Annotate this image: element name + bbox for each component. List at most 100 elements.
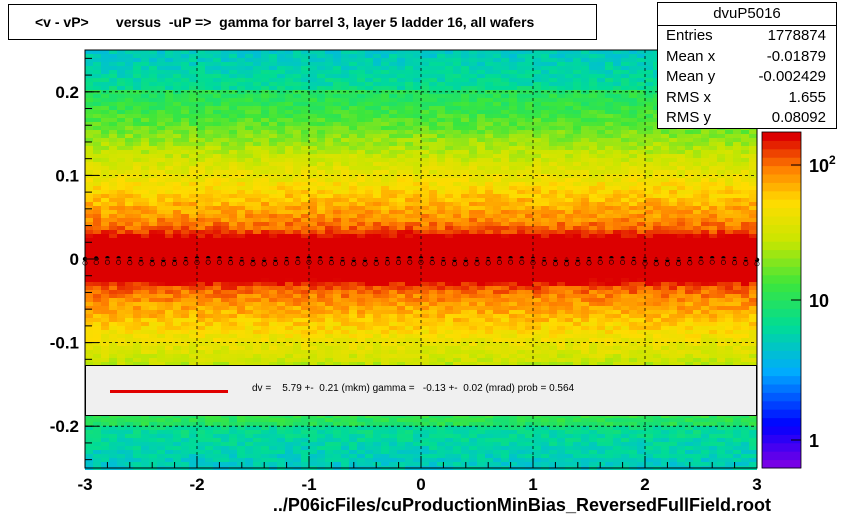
heatmap-cell <box>277 254 285 258</box>
heatmap-cell <box>85 442 93 446</box>
heatmap-cell <box>125 150 133 154</box>
heatmap-cell <box>453 242 461 246</box>
heatmap-cell <box>293 274 301 278</box>
heatmap-cell <box>269 434 277 438</box>
heatmap-cell <box>453 322 461 326</box>
heatmap-cell <box>229 358 237 362</box>
heatmap-cell <box>437 250 445 254</box>
heatmap-cell <box>397 238 405 242</box>
heatmap-cell <box>205 434 213 438</box>
heatmap-cell <box>229 54 237 58</box>
heatmap-cell <box>349 270 357 274</box>
heatmap-cell <box>373 162 381 166</box>
heatmap-cell <box>173 458 181 462</box>
heatmap-cell <box>253 86 261 90</box>
heatmap-cell <box>125 262 133 266</box>
heatmap-cell <box>413 198 421 202</box>
heatmap-cell <box>109 110 117 114</box>
heatmap-cell <box>317 210 325 214</box>
heatmap-cell <box>437 182 445 186</box>
heatmap-cell <box>349 358 357 362</box>
heatmap-cell <box>397 126 405 130</box>
heatmap-cell <box>221 338 229 342</box>
heatmap-cell <box>325 354 333 358</box>
heatmap-cell <box>109 330 117 334</box>
heatmap-cell <box>261 326 269 330</box>
heatmap-cell <box>405 106 413 110</box>
heatmap-cell <box>269 174 277 178</box>
heatmap-cell <box>429 234 437 238</box>
heatmap-cell <box>189 78 197 82</box>
heatmap-cell <box>437 334 445 338</box>
heatmap-cell <box>269 86 277 90</box>
heatmap-cell <box>93 450 101 454</box>
heatmap-cell <box>189 458 197 462</box>
heatmap-cell <box>245 286 253 290</box>
heatmap-cell <box>157 310 165 314</box>
heatmap-cell <box>373 298 381 302</box>
heatmap-cell <box>165 434 173 438</box>
heatmap-cell <box>445 174 453 178</box>
heatmap-cell <box>269 310 277 314</box>
heatmap-cell <box>429 270 437 274</box>
heatmap-cell <box>261 358 269 362</box>
heatmap-cell <box>269 334 277 338</box>
heatmap-cell <box>277 238 285 242</box>
heatmap-cell <box>357 138 365 142</box>
heatmap-cell <box>389 94 397 98</box>
heatmap-cell <box>229 118 237 122</box>
heatmap-cell <box>205 318 213 322</box>
heatmap-cell <box>397 342 405 346</box>
heatmap-cell <box>365 190 373 194</box>
heatmap-cell <box>117 266 125 270</box>
heatmap-cell <box>309 462 317 466</box>
heatmap-cell <box>237 434 245 438</box>
heatmap-cell <box>325 442 333 446</box>
heatmap-cell <box>373 274 381 278</box>
heatmap-cell <box>325 462 333 466</box>
heatmap-cell <box>101 234 109 238</box>
heatmap-cell <box>133 114 141 118</box>
heatmap-cell <box>373 418 381 422</box>
heatmap-cell <box>221 446 229 450</box>
heatmap-cell <box>365 222 373 226</box>
heatmap-cell <box>109 318 117 322</box>
heatmap-cell <box>245 86 253 90</box>
heatmap-cell <box>325 310 333 314</box>
heatmap-cell <box>381 74 389 78</box>
heatmap-cell <box>373 126 381 130</box>
heatmap-cell <box>413 246 421 250</box>
heatmap-cell <box>173 118 181 122</box>
heatmap-cell <box>405 214 413 218</box>
heatmap-cell <box>325 146 333 150</box>
heatmap-cell <box>389 458 397 462</box>
heatmap-cell <box>453 458 461 462</box>
heatmap-cell <box>429 166 437 170</box>
heatmap-cell <box>293 146 301 150</box>
heatmap-cell <box>365 354 373 358</box>
heatmap-cell <box>165 254 173 258</box>
heatmap-cell <box>221 238 229 242</box>
heatmap-cell <box>101 274 109 278</box>
heatmap-cell <box>117 150 125 154</box>
heatmap-cell <box>213 338 221 342</box>
heatmap-cell <box>389 294 397 298</box>
heatmap-cell <box>453 446 461 450</box>
heatmap-cell <box>341 50 349 54</box>
heatmap-cell <box>285 98 293 102</box>
heatmap-cell <box>357 294 365 298</box>
heatmap-cell <box>445 138 453 142</box>
heatmap-cell <box>317 126 325 130</box>
heatmap-cell <box>429 186 437 190</box>
heatmap-cell <box>461 250 469 254</box>
heatmap-cell <box>285 210 293 214</box>
heatmap-cell <box>349 62 357 66</box>
heatmap-cell <box>205 66 213 70</box>
heatmap-cell <box>197 322 205 326</box>
heatmap-cell <box>173 434 181 438</box>
heatmap-cell <box>261 214 269 218</box>
heatmap-cell <box>197 442 205 446</box>
heatmap-cell <box>429 334 437 338</box>
heatmap-cell <box>461 158 469 162</box>
heatmap-cell <box>437 350 445 354</box>
